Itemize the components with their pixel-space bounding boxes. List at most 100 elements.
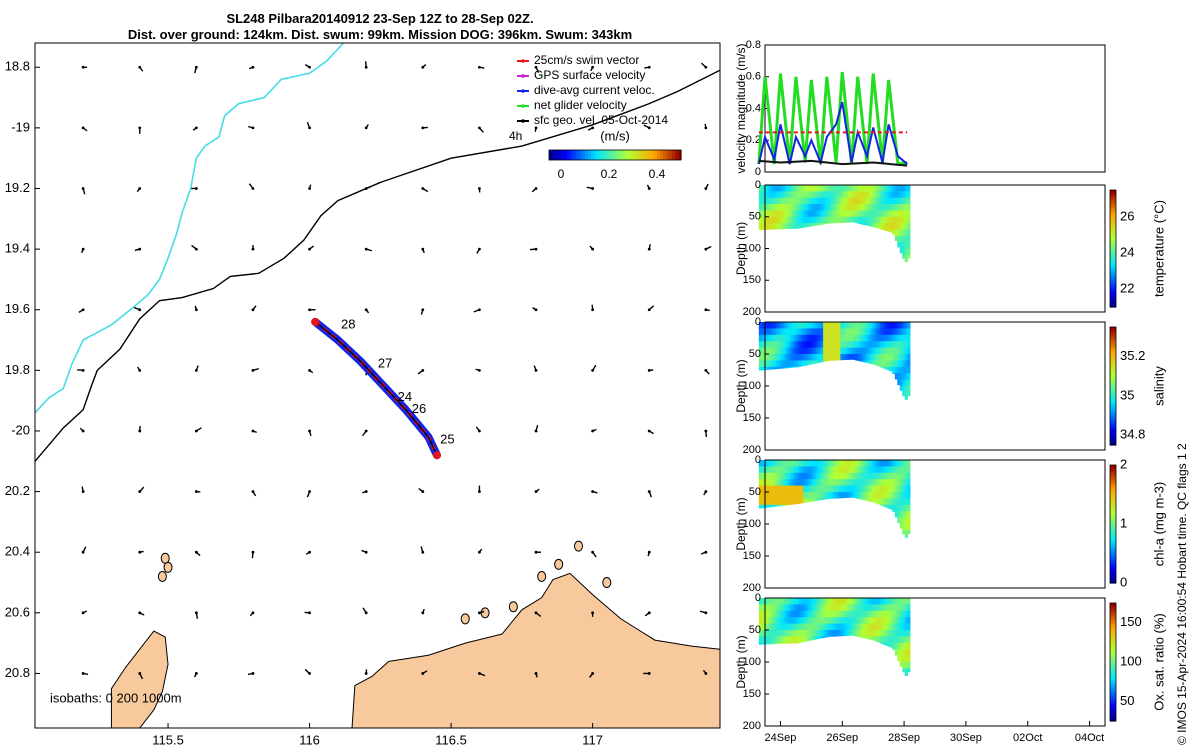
section-cell xyxy=(855,204,859,211)
section-cell xyxy=(773,216,777,224)
section-cell xyxy=(793,334,797,342)
sfc-vel-dot-8-10 xyxy=(647,550,651,554)
sfc-vel-dot-8-6 xyxy=(421,550,425,554)
section-cell xyxy=(795,498,800,505)
section-cell xyxy=(813,185,817,192)
section-cell xyxy=(899,517,904,525)
section-cell xyxy=(847,334,852,342)
section-cell xyxy=(872,197,876,205)
section-cell xyxy=(800,216,805,224)
section-cell xyxy=(857,322,861,329)
section-cell xyxy=(783,598,787,605)
section-cell xyxy=(798,328,802,336)
section-cell xyxy=(761,472,765,480)
section-cell xyxy=(842,341,847,349)
section-cell xyxy=(761,366,765,371)
section-cell xyxy=(800,334,805,342)
section-cell xyxy=(798,479,802,487)
section-cell xyxy=(867,197,871,205)
section-cell xyxy=(835,479,839,487)
sfc-vel-dot-5-4 xyxy=(308,368,311,372)
sfc-vel-dot-3-11 xyxy=(704,247,708,251)
section-cell xyxy=(897,610,901,618)
section-cell xyxy=(904,242,908,249)
section-cell xyxy=(862,492,866,499)
section-cell xyxy=(845,479,849,487)
section-cell xyxy=(823,466,827,474)
sfc-vel-dot-7-5 xyxy=(364,490,368,493)
sfc-vel-dot-1-8 xyxy=(534,126,538,130)
section-cell xyxy=(865,460,869,467)
section-cell xyxy=(803,623,807,631)
section-cell xyxy=(825,328,829,336)
section-cell xyxy=(805,322,810,329)
sfc-vel-dot-10-7 xyxy=(478,672,481,675)
section-cell xyxy=(870,485,874,493)
section-cell xyxy=(828,322,832,329)
section-cell xyxy=(872,191,876,199)
section-cell xyxy=(862,191,866,199)
section-cell xyxy=(815,360,819,364)
section-cell xyxy=(761,604,765,612)
section-cell xyxy=(875,617,879,625)
section-cell xyxy=(879,191,884,199)
section-cell xyxy=(894,197,899,205)
section-cell xyxy=(761,347,765,355)
section-cell xyxy=(887,610,891,618)
section-cell xyxy=(840,630,844,637)
section-cell xyxy=(798,485,802,493)
swim-vector-track xyxy=(314,320,439,456)
section-cell xyxy=(788,598,792,605)
section-cell xyxy=(862,466,866,474)
section-cell xyxy=(835,354,839,361)
section-cell xyxy=(865,498,869,501)
section-cell xyxy=(892,511,896,512)
section-cell xyxy=(808,354,812,361)
section-cell xyxy=(776,354,780,361)
section-cell xyxy=(823,341,827,349)
section-cell xyxy=(840,492,844,499)
section-cell xyxy=(825,223,829,224)
section-cell xyxy=(781,360,785,368)
section-cell xyxy=(904,341,908,349)
section-cell xyxy=(823,347,827,355)
section-cell xyxy=(867,347,871,355)
section-cell xyxy=(862,328,866,336)
section-cell xyxy=(786,598,790,605)
section-cell xyxy=(870,623,874,631)
section-cell xyxy=(902,366,906,374)
sfc-vel-dot-3-6 xyxy=(421,247,425,251)
section-cell xyxy=(894,373,899,380)
section-colorbar-cell xyxy=(1110,377,1116,381)
section-colorbar-cell xyxy=(1110,371,1116,375)
section-cell xyxy=(865,604,869,612)
section-cell xyxy=(773,460,777,467)
section-cell xyxy=(810,460,815,467)
section-cell xyxy=(882,197,886,205)
section-cell xyxy=(768,630,772,637)
section-cell xyxy=(837,334,842,342)
section-cell xyxy=(758,216,763,224)
section-cell xyxy=(833,604,837,612)
section-cell xyxy=(860,185,864,192)
section-cell xyxy=(766,485,770,493)
sfc-vel-dot-6-4 xyxy=(308,429,311,433)
section-cell xyxy=(771,492,775,499)
section-cell xyxy=(833,204,837,211)
section-cell xyxy=(902,623,906,631)
sfc-vel-dot-2-4 xyxy=(308,187,311,190)
section-cell xyxy=(778,636,782,644)
section-cell xyxy=(875,341,879,349)
section-cell xyxy=(887,504,891,509)
section-cell xyxy=(761,492,765,499)
section-cell xyxy=(768,598,772,605)
section-y-tick-label: 0 xyxy=(755,316,761,328)
section-cell xyxy=(758,322,763,329)
section-cell xyxy=(884,229,889,232)
section-cell xyxy=(835,630,839,637)
section-cell xyxy=(788,328,792,336)
section-y-tick-label: 50 xyxy=(749,624,761,636)
colorbar-cell xyxy=(558,150,562,160)
section-cell xyxy=(867,204,871,211)
section-cell xyxy=(818,479,822,487)
